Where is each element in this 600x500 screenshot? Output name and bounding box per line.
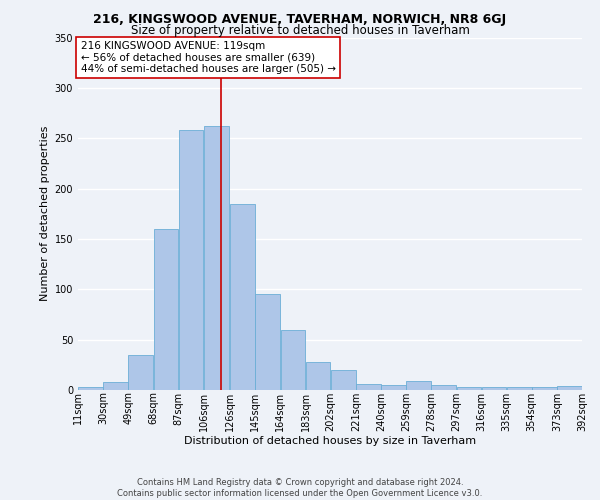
Bar — [457, 387, 481, 390]
X-axis label: Distribution of detached houses by size in Taverham: Distribution of detached houses by size … — [184, 436, 476, 446]
Bar — [103, 382, 128, 390]
Bar — [356, 384, 381, 390]
Bar — [281, 330, 305, 390]
Text: 216, KINGSWOOD AVENUE, TAVERHAM, NORWICH, NR8 6GJ: 216, KINGSWOOD AVENUE, TAVERHAM, NORWICH… — [94, 12, 506, 26]
Text: Contains HM Land Registry data © Crown copyright and database right 2024.
Contai: Contains HM Land Registry data © Crown c… — [118, 478, 482, 498]
Bar — [557, 386, 582, 390]
Y-axis label: Number of detached properties: Number of detached properties — [40, 126, 50, 302]
Bar — [507, 387, 532, 390]
Bar — [204, 126, 229, 390]
Bar — [78, 387, 103, 390]
Bar — [154, 229, 178, 390]
Bar — [482, 387, 506, 390]
Bar — [406, 381, 431, 390]
Bar — [331, 370, 356, 390]
Bar — [306, 362, 331, 390]
Bar — [431, 385, 456, 390]
Text: Size of property relative to detached houses in Taverham: Size of property relative to detached ho… — [131, 24, 469, 37]
Bar — [256, 294, 280, 390]
Text: 216 KINGSWOOD AVENUE: 119sqm
← 56% of detached houses are smaller (639)
44% of s: 216 KINGSWOOD AVENUE: 119sqm ← 56% of de… — [80, 41, 335, 74]
Bar — [381, 385, 406, 390]
Bar — [128, 355, 153, 390]
Bar — [532, 387, 557, 390]
Bar — [230, 204, 255, 390]
Bar — [179, 130, 203, 390]
